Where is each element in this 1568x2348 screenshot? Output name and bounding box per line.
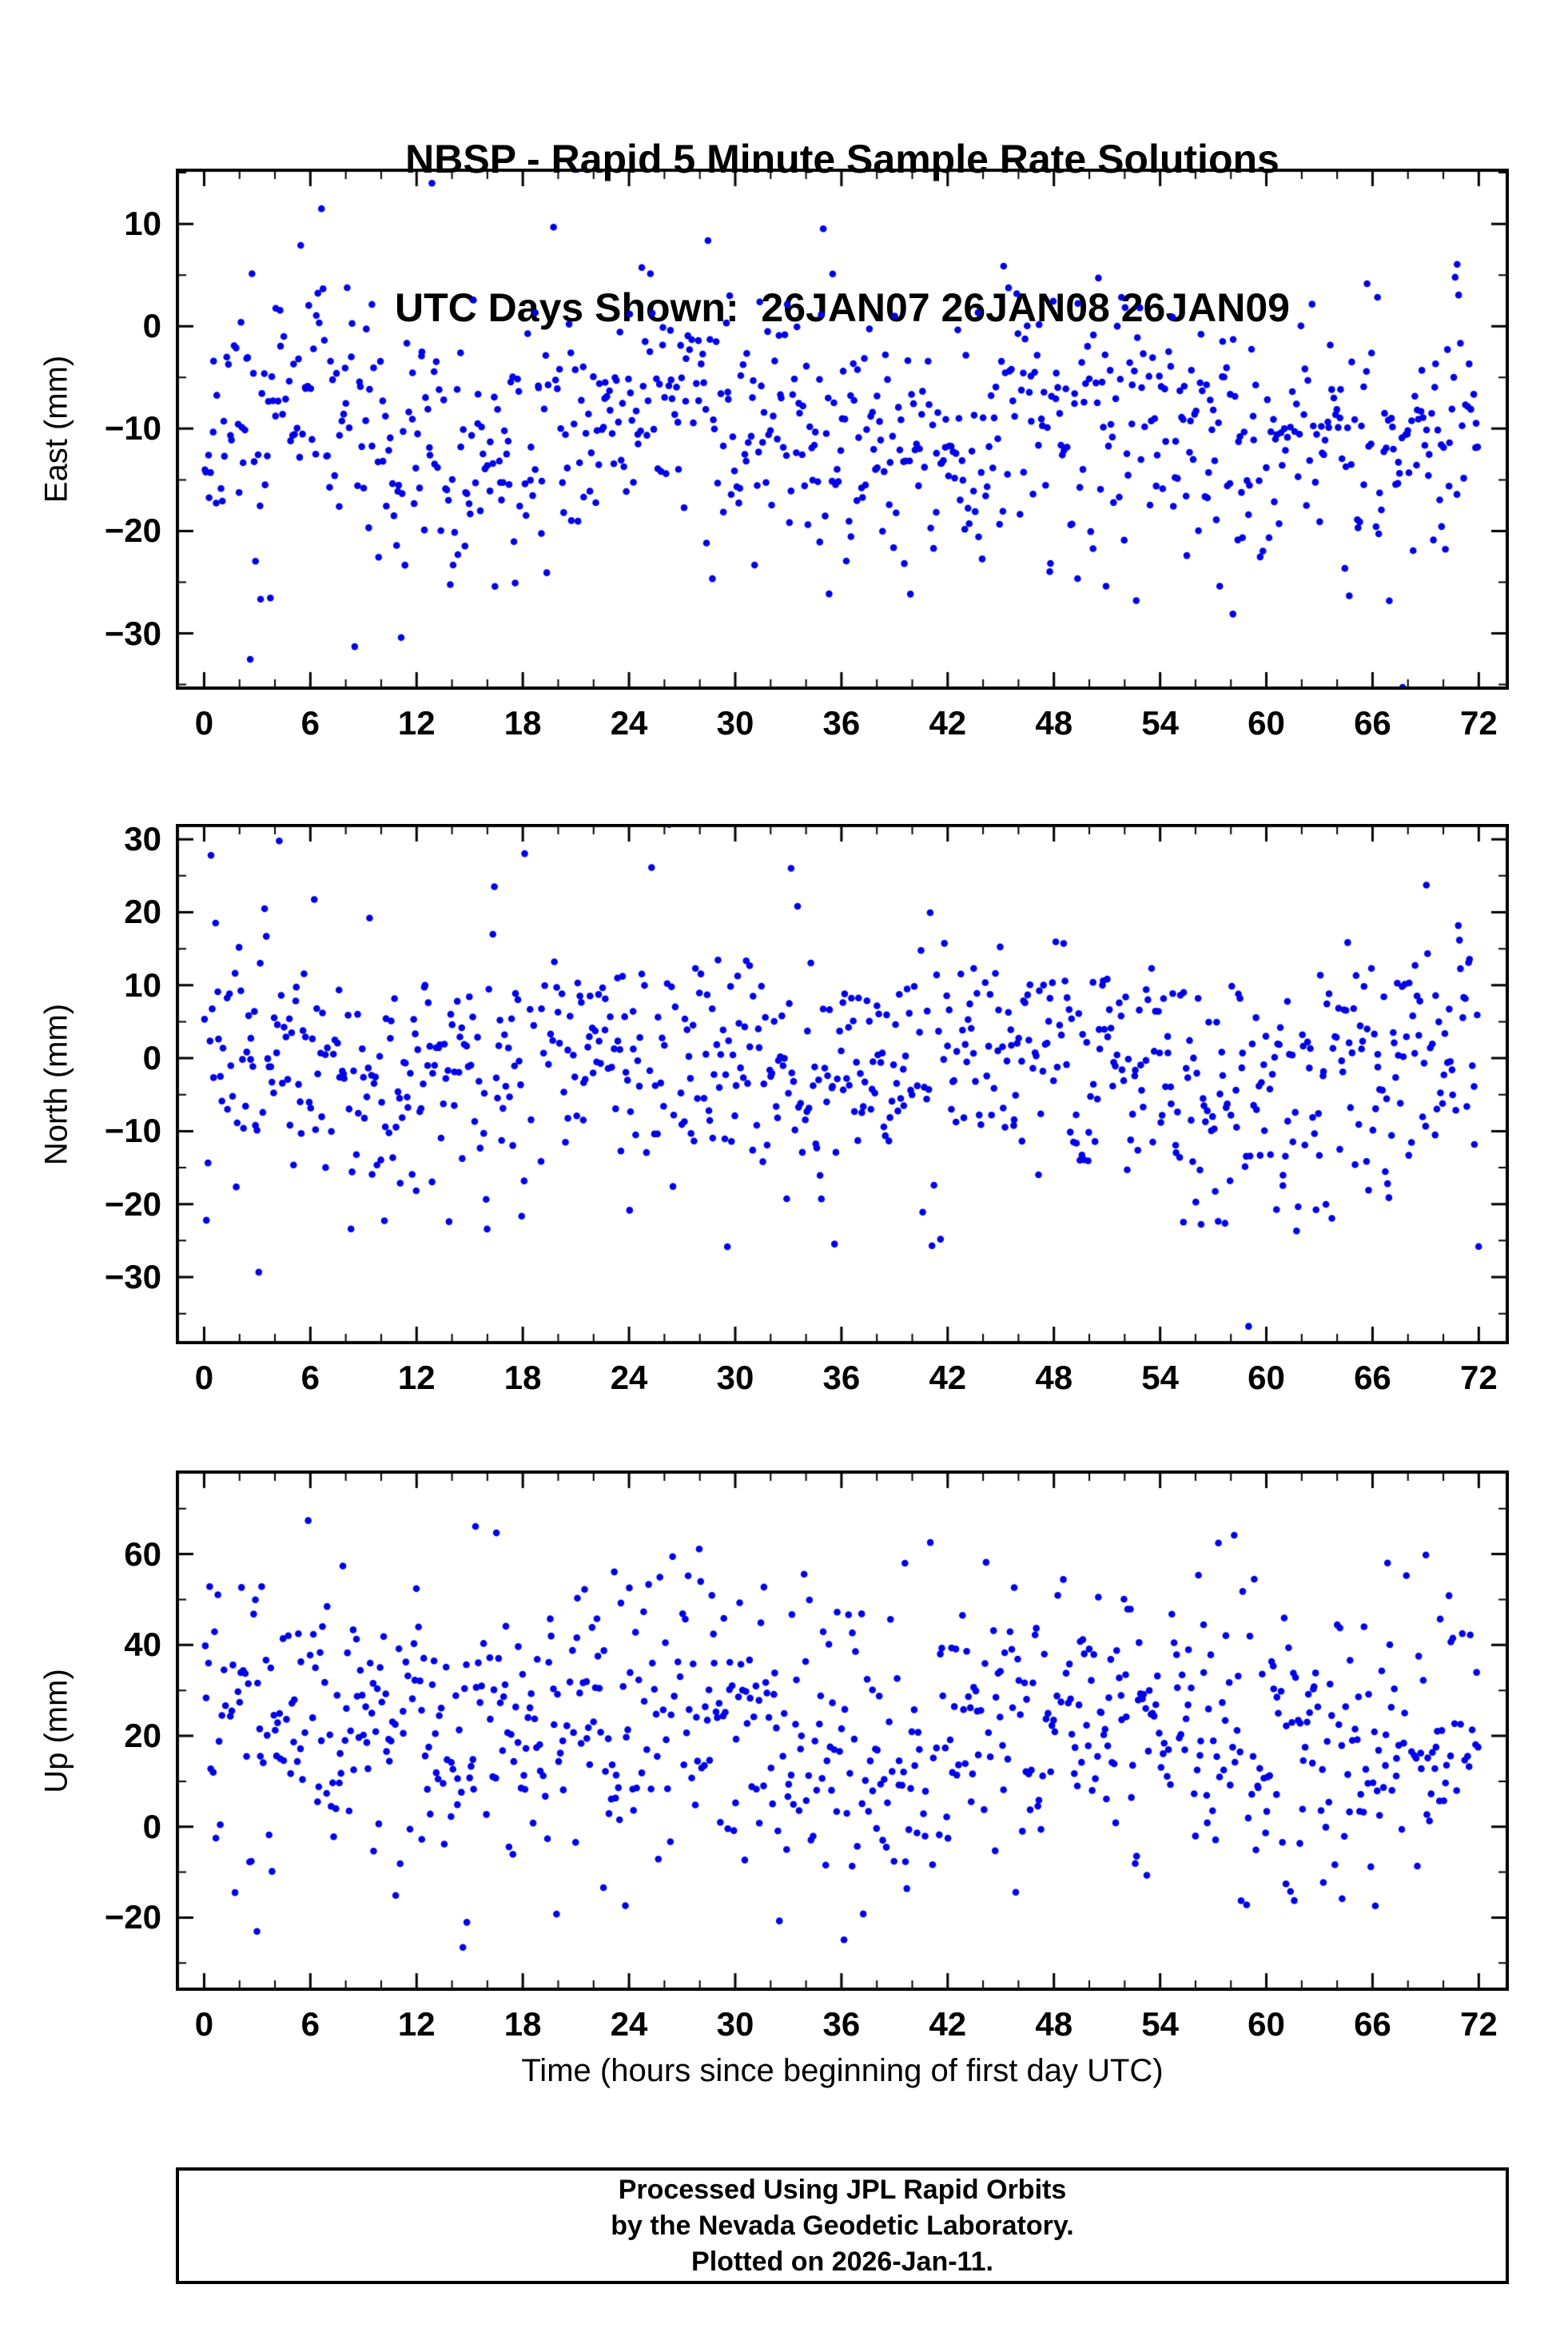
- x-tick-label: 24: [610, 2005, 648, 2043]
- y-tick-label: 60: [124, 1534, 161, 1573]
- x-tick-label: 66: [1354, 1359, 1391, 1396]
- x-tick-label: 48: [1035, 1359, 1073, 1396]
- x-tick-label: 18: [503, 704, 542, 742]
- x-tick-label: 24: [610, 704, 648, 742]
- x-tick-label: 54: [1141, 1359, 1179, 1396]
- y-tick-label: 20: [124, 893, 161, 931]
- up-axis-label: Up (mm): [38, 1668, 74, 1793]
- x-tick-label: 42: [929, 704, 967, 742]
- y-tick-label: −20: [104, 1184, 161, 1223]
- x-tick-label: 60: [1248, 1359, 1285, 1396]
- east-panel: East (mm) −30 −20 −10 0 10 0 6 12 18 24 30 36 42 48 54…: [39, 169, 1509, 742]
- north-axis-label: North (mm): [38, 1003, 74, 1165]
- x-tick-label: 36: [822, 1359, 861, 1396]
- x-tick-label: 6: [300, 1359, 320, 1396]
- x-tick-label: 12: [397, 2005, 436, 2043]
- x-tick-label: 0: [194, 2005, 214, 2043]
- x-tick-label: 72: [1459, 1359, 1498, 1396]
- y-tick-label: −20: [104, 1898, 161, 1936]
- y-tick-label: −30: [104, 614, 161, 652]
- up-scatter-canvas: [176, 1470, 1509, 1991]
- x-tick-label: 36: [822, 2005, 861, 2043]
- x-tick-label: 24: [610, 1359, 648, 1396]
- y-tick-label: 0: [142, 307, 161, 345]
- footer-line-1: Processed Using JPL Rapid Orbits: [618, 2174, 1067, 2205]
- y-tick-label: −10: [104, 1112, 161, 1150]
- y-tick-label: 10: [124, 965, 161, 1004]
- x-tick-label: 60: [1248, 704, 1285, 742]
- x-tick-label: 18: [503, 1359, 542, 1396]
- x-tick-label: 30: [716, 2005, 754, 2043]
- north-panel: North (mm) −30 −20 −10 0 10 20 30 0 6 12 18 24 30 36 4…: [39, 820, 1509, 1396]
- x-tick-label: 54: [1141, 2005, 1179, 2043]
- x-tick-label: 30: [716, 704, 754, 742]
- y-tick-label: −10: [104, 409, 161, 448]
- y-tick-label: −30: [104, 1258, 161, 1295]
- x-tick-label: 66: [1354, 2005, 1391, 2043]
- x-tick-label: 60: [1248, 2005, 1285, 2043]
- footer-line-2: by the Nevada Geodetic Laboratory.: [611, 2210, 1074, 2241]
- x-tick-label: 48: [1035, 2005, 1073, 2043]
- x-tick-label: 72: [1459, 704, 1498, 742]
- x-tick-label: 0: [194, 704, 214, 742]
- east-scatter-canvas: [176, 169, 1509, 690]
- y-tick-label: 40: [124, 1626, 161, 1664]
- x-tick-label: 42: [929, 1359, 967, 1396]
- x-tick-label: 66: [1354, 704, 1391, 742]
- x-tick-label: 36: [822, 704, 861, 742]
- y-tick-label: 0: [142, 1807, 161, 1845]
- y-tick-label: 10: [124, 205, 161, 243]
- x-tick-label: 12: [397, 704, 436, 742]
- y-tick-label: 20: [124, 1717, 161, 1755]
- east-axis-label: East (mm): [38, 355, 74, 503]
- x-tick-label: 42: [929, 2005, 967, 2043]
- x-tick-label: 6: [300, 2005, 320, 2043]
- y-tick-label: 0: [142, 1039, 161, 1077]
- north-scatter-canvas: [176, 824, 1509, 1344]
- x-tick-label: 0: [194, 1359, 214, 1396]
- x-tick-label: 54: [1141, 704, 1179, 742]
- x-tick-label: 12: [397, 1359, 436, 1396]
- up-panel: Up (mm) −20 0 20 40 60 0 6 12 18 24 30 36 42 48 54 60 66…: [39, 1470, 1509, 2043]
- x-tick-label: 18: [503, 2005, 542, 2043]
- footer-line-3: Plotted on 2026-Jan-11.: [691, 2246, 993, 2277]
- x-axis-label: Time (hours since beginning of first day…: [521, 2053, 1164, 2088]
- x-tick-label: 30: [716, 1359, 754, 1396]
- x-tick-label: 6: [300, 704, 320, 742]
- y-tick-label: 30: [124, 820, 161, 858]
- footer-box: Processed Using JPL Rapid Orbits by the …: [176, 2167, 1509, 2284]
- y-tick-label: −20: [104, 511, 161, 550]
- x-tick-label: 48: [1035, 704, 1073, 742]
- x-tick-label: 72: [1459, 2005, 1498, 2043]
